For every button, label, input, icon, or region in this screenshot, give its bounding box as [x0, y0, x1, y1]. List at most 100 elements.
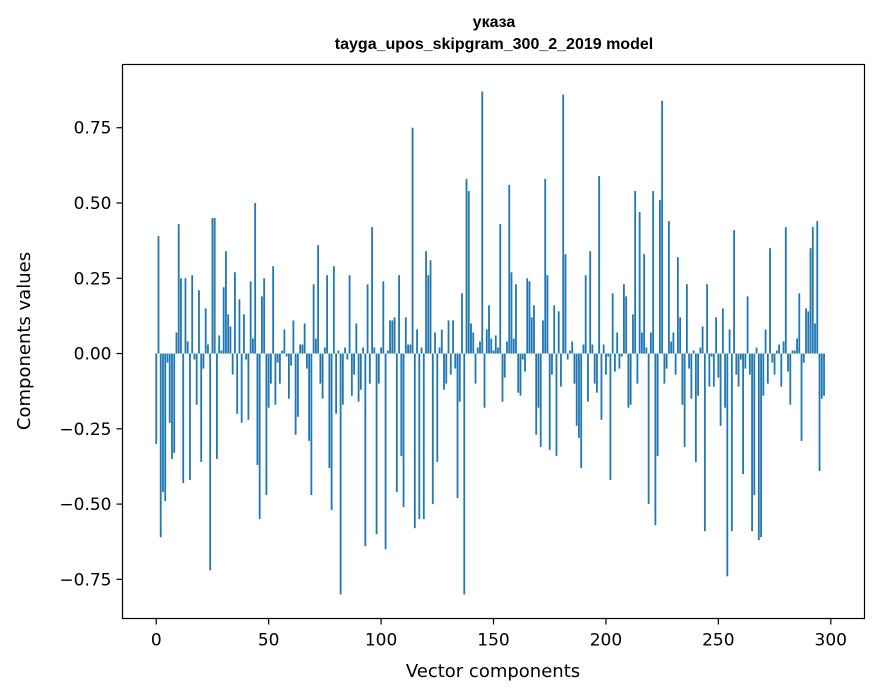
bar — [598, 175, 601, 354]
bar — [290, 353, 293, 366]
y-axis: −0.75 −0.50 −0.25 0.00 0.25 0.50 0.75 — [59, 119, 123, 590]
bar — [377, 353, 380, 384]
bar — [274, 353, 277, 405]
bar — [566, 353, 569, 360]
bar — [364, 353, 367, 547]
bar — [562, 94, 565, 354]
bar — [802, 353, 805, 363]
bar — [164, 353, 167, 502]
bar — [445, 353, 448, 384]
bar — [634, 190, 637, 354]
bar — [697, 353, 700, 396]
bar — [422, 353, 425, 520]
bar — [229, 326, 232, 354]
bar — [760, 353, 762, 538]
bar — [784, 227, 787, 354]
bar — [328, 353, 331, 468]
bar — [618, 353, 621, 369]
bar — [247, 353, 250, 420]
bar — [339, 353, 342, 595]
bar — [614, 353, 616, 372]
bar — [254, 203, 257, 354]
bar — [645, 347, 648, 354]
bar — [216, 353, 218, 459]
bar — [427, 275, 430, 354]
bar — [809, 248, 812, 354]
bar — [814, 323, 816, 354]
bar — [658, 199, 661, 354]
bar — [276, 353, 279, 363]
bar — [189, 353, 191, 480]
bar — [467, 190, 470, 354]
x-tick-label: 300 — [815, 631, 847, 651]
bar — [793, 350, 796, 354]
bar — [820, 353, 823, 399]
bar — [730, 353, 733, 532]
bar — [778, 344, 780, 354]
bar — [461, 293, 463, 354]
bar — [308, 353, 311, 441]
bar — [434, 332, 436, 354]
bar — [443, 353, 445, 390]
bar — [402, 353, 405, 508]
bar — [649, 332, 652, 354]
bar — [227, 314, 230, 354]
bar — [719, 353, 722, 426]
bar — [263, 278, 266, 354]
bar — [319, 353, 322, 384]
bar — [386, 350, 389, 354]
bar — [440, 329, 443, 354]
bar — [548, 353, 551, 450]
bar — [180, 278, 182, 354]
bar — [652, 190, 655, 354]
bar — [717, 353, 720, 378]
bar — [380, 347, 382, 354]
bar — [483, 353, 486, 408]
bar — [692, 350, 695, 354]
x-axis-label: Vector components — [406, 661, 580, 682]
bar — [748, 353, 751, 375]
bar — [344, 347, 346, 354]
bar — [571, 341, 574, 354]
bar — [404, 317, 407, 354]
bar — [818, 353, 821, 471]
bar — [407, 344, 409, 354]
chart-title-line-2: tayga_upos_skipgram_300_2_2019 model — [334, 36, 654, 53]
bar — [382, 281, 385, 354]
bar — [449, 353, 452, 375]
bar — [611, 293, 614, 354]
bar — [746, 296, 749, 354]
bar — [724, 353, 726, 408]
bar — [616, 332, 619, 354]
bar — [186, 341, 189, 354]
y-tick-label: −0.50 — [59, 495, 111, 515]
bar — [667, 221, 670, 354]
bar — [198, 290, 200, 354]
bar — [510, 272, 513, 354]
bar — [168, 353, 171, 423]
bar — [463, 353, 466, 595]
bar — [256, 353, 259, 465]
bar — [791, 350, 794, 354]
bar — [209, 353, 212, 571]
bar — [182, 353, 185, 484]
bar — [261, 296, 263, 354]
bar — [694, 353, 697, 462]
bar — [517, 353, 520, 393]
bar — [418, 353, 421, 520]
bar — [807, 311, 810, 354]
bar — [708, 353, 711, 387]
bar — [582, 344, 585, 354]
bar — [757, 353, 760, 541]
bar — [605, 353, 607, 375]
x-axis: 0 50 100 150 200 250 300 — [151, 618, 847, 651]
bar — [359, 353, 362, 390]
bar — [400, 353, 403, 456]
bar — [672, 332, 675, 354]
y-tick-label: 0.75 — [74, 119, 112, 139]
bar — [204, 308, 207, 354]
bar — [454, 353, 457, 369]
bar — [391, 320, 394, 354]
bar — [620, 353, 623, 357]
